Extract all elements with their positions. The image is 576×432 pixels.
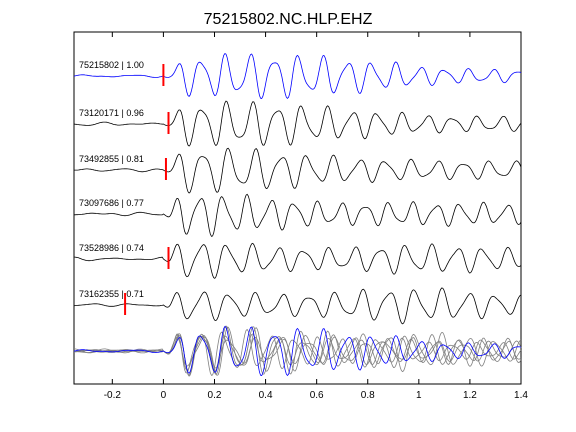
- plot-frame: [73, 31, 522, 385]
- x-tick-label: 0: [161, 390, 167, 401]
- stack-reference-line: [73, 325, 522, 377]
- trace-line: [73, 52, 522, 99]
- x-tick-label: 1.2: [463, 390, 477, 401]
- trace-line: [73, 287, 522, 325]
- trace-line: [73, 100, 522, 147]
- trace-label: 73492855 | 0.81: [79, 154, 144, 164]
- x-tick-label: 0.4: [259, 390, 273, 401]
- trace-label: 73097686 | 0.77: [79, 198, 144, 208]
- trace-label: 73528986 | 0.74: [79, 243, 144, 253]
- stack-trace-line: [73, 326, 522, 377]
- trace-label: 73120171 | 0.96: [79, 108, 144, 118]
- x-tick-label: 1.4: [514, 390, 528, 401]
- x-tick-label: 1: [416, 390, 422, 401]
- trace-line: [73, 242, 522, 279]
- x-axis: -0.2 0 0.2 0.4 0.6 0.8 1 1.2 1.4: [104, 32, 528, 401]
- x-tick-label: -0.2: [104, 390, 122, 401]
- trace-labels: 75215802 | 1.00 73120171 | 0.96 73492855 |…: [79, 60, 144, 299]
- stacked-traces: [73, 325, 522, 377]
- trace-label: 73162355 | 0.71: [79, 289, 144, 299]
- chart-title: 75215802.NC.HLP.EHZ: [204, 11, 373, 28]
- trace-group: [73, 52, 522, 325]
- x-tick-label: 0.2: [208, 390, 222, 401]
- trace-line: [74, 193, 522, 237]
- stack-trace-line: [74, 328, 522, 376]
- x-tick-label: 0.8: [361, 390, 375, 401]
- x-tick-label: 0.6: [310, 390, 324, 401]
- trace-label: 75215802 | 1.00: [79, 60, 144, 70]
- trace-line: [74, 147, 522, 194]
- pick-markers: [124, 64, 170, 315]
